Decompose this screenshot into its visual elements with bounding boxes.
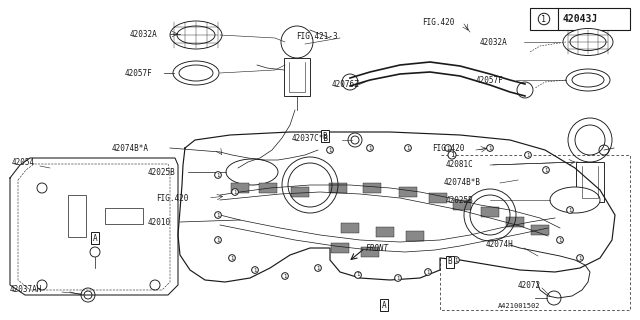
- Text: FIG.420: FIG.420: [422, 18, 454, 27]
- Ellipse shape: [173, 61, 219, 85]
- Text: 42032A: 42032A: [130, 29, 157, 38]
- Bar: [363, 183, 381, 193]
- Text: 42076Z: 42076Z: [332, 79, 360, 89]
- Bar: [406, 231, 424, 241]
- Text: 1: 1: [216, 237, 220, 243]
- Text: 42025B: 42025B: [148, 167, 176, 177]
- Text: 42037AH: 42037AH: [10, 285, 42, 294]
- Text: 42074B*A: 42074B*A: [112, 143, 149, 153]
- Text: FRONT: FRONT: [366, 244, 389, 252]
- Text: 1: 1: [526, 153, 530, 157]
- Text: 1: 1: [369, 146, 372, 150]
- Text: 1: 1: [558, 237, 562, 243]
- Text: B: B: [448, 258, 452, 267]
- Text: FIG.420: FIG.420: [156, 194, 188, 203]
- Bar: [329, 183, 347, 193]
- Text: FIG.420: FIG.420: [432, 143, 465, 153]
- Ellipse shape: [177, 26, 215, 44]
- Bar: [530, 8, 630, 30]
- Text: 42074B*B: 42074B*B: [444, 178, 481, 187]
- Text: 1: 1: [356, 273, 360, 277]
- Bar: [481, 207, 499, 217]
- Text: 42032A: 42032A: [480, 37, 508, 46]
- Bar: [231, 183, 249, 193]
- Text: FIG.421-3: FIG.421-3: [296, 31, 338, 41]
- Text: 1: 1: [446, 146, 450, 150]
- Text: 1: 1: [426, 269, 429, 275]
- Text: 1: 1: [316, 266, 319, 270]
- Text: B: B: [323, 132, 327, 140]
- Text: 42043J: 42043J: [563, 14, 598, 24]
- Text: A421001502: A421001502: [498, 303, 541, 309]
- Text: 1: 1: [253, 268, 257, 273]
- Bar: [576, 162, 604, 202]
- Text: 42081C: 42081C: [446, 159, 474, 169]
- Text: 42054: 42054: [12, 157, 35, 166]
- Bar: [259, 183, 277, 193]
- Text: 42074H: 42074H: [486, 239, 514, 249]
- Ellipse shape: [179, 65, 213, 81]
- Bar: [105, 208, 143, 224]
- Bar: [399, 187, 417, 197]
- Text: 1: 1: [454, 258, 458, 262]
- Bar: [284, 58, 310, 96]
- Text: 42057F: 42057F: [476, 76, 504, 84]
- Bar: [453, 200, 471, 210]
- Text: 1: 1: [284, 274, 287, 278]
- Text: 1: 1: [230, 255, 234, 260]
- Bar: [341, 223, 359, 233]
- Text: 42025B: 42025B: [446, 196, 474, 204]
- Text: 42010: 42010: [148, 218, 171, 227]
- Text: 1: 1: [328, 148, 332, 153]
- Text: 1: 1: [216, 172, 220, 178]
- Text: 1: 1: [541, 14, 547, 23]
- Bar: [429, 193, 447, 203]
- Text: 42037C*B: 42037C*B: [292, 133, 329, 142]
- Text: 1: 1: [579, 255, 582, 260]
- Ellipse shape: [572, 73, 604, 87]
- Bar: [361, 247, 379, 257]
- Ellipse shape: [170, 21, 222, 49]
- Bar: [506, 217, 524, 227]
- Text: 1: 1: [450, 152, 454, 158]
- Text: A: A: [381, 300, 387, 309]
- Bar: [68, 195, 86, 237]
- Bar: [531, 225, 549, 235]
- Text: 1: 1: [216, 212, 220, 218]
- Text: 42072: 42072: [518, 282, 541, 291]
- Ellipse shape: [570, 34, 606, 51]
- Text: 1: 1: [568, 207, 572, 212]
- Bar: [291, 187, 309, 197]
- Text: 1: 1: [545, 167, 548, 172]
- Text: 1: 1: [234, 189, 237, 195]
- Text: 1: 1: [396, 276, 399, 281]
- Ellipse shape: [550, 187, 600, 213]
- Ellipse shape: [226, 159, 278, 185]
- Ellipse shape: [566, 69, 610, 91]
- Text: 42057F: 42057F: [125, 68, 153, 77]
- Text: A: A: [93, 234, 97, 243]
- Bar: [331, 243, 349, 253]
- Bar: [376, 227, 394, 237]
- Ellipse shape: [563, 28, 613, 55]
- Text: 1: 1: [406, 146, 410, 150]
- Text: 1: 1: [488, 146, 492, 150]
